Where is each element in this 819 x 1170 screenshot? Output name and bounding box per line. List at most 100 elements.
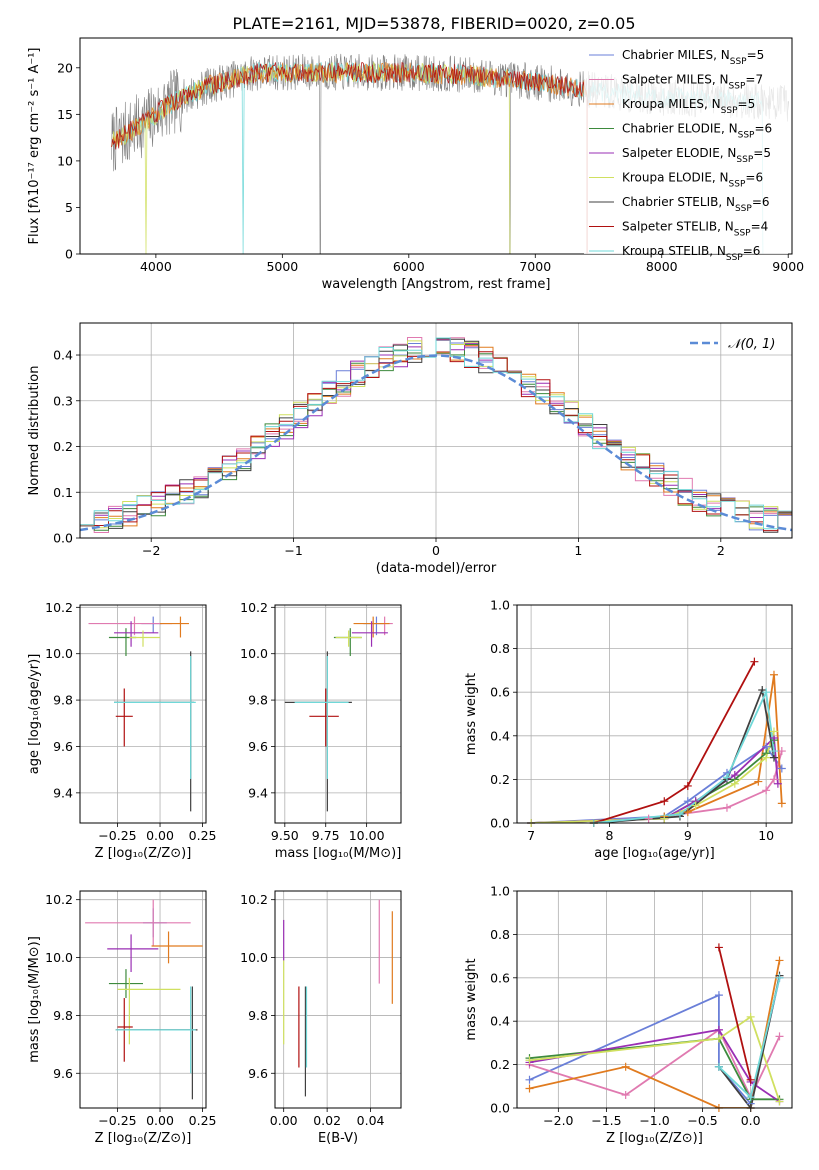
- x-axis-label: age [log₁₀(age/yr)]: [594, 846, 715, 861]
- y-tick-label: 9.8: [53, 1008, 73, 1023]
- x-tick-label: −1.0: [639, 1113, 669, 1128]
- y-axis-label: Flux [fλ10⁻¹⁷ erg cm⁻² s⁻¹ A⁻¹]: [27, 48, 42, 245]
- x-tick-label: 4000: [140, 259, 172, 274]
- errorbar-point: [114, 651, 195, 812]
- y-tick-label: 0.4: [53, 348, 73, 363]
- y-tick-label: 0.3: [53, 393, 73, 408]
- y-tick-label: 10.0: [45, 950, 73, 965]
- y-tick-label: 0.2: [490, 1057, 510, 1072]
- x-tick-label: 7: [527, 828, 535, 843]
- weight-marker: [750, 657, 759, 666]
- weight-marker: [683, 781, 692, 790]
- x-axis-label: (data-model)/error: [376, 561, 497, 576]
- x-tick-label: 9.50: [271, 828, 299, 843]
- weight-line: [529, 1037, 780, 1101]
- y-tick-label: 0.2: [53, 439, 73, 454]
- y-tick-label: 0.6: [490, 685, 510, 700]
- panel-ebv-mass: 0.00 0.02 0.04 9.6 9.8 10.0 10.2 E(B-V): [240, 890, 402, 1146]
- x-tick-label: 9000: [772, 259, 804, 274]
- x-tick-label: 5000: [266, 259, 298, 274]
- y-axis-label: Normed distribution: [27, 366, 42, 496]
- legend-box: [584, 42, 788, 254]
- x-tick-label: −0.25: [98, 828, 136, 843]
- x-tick-label: 9.75: [312, 828, 340, 843]
- y-axis-label: age [log₁₀(age/yr)]: [27, 654, 42, 775]
- panel-age-weight: 7 8 9 10 0.0 0.2 0.4 0.6 0.8 1.0 age [log₁₀(age/yr…: [464, 598, 793, 861]
- x-tick-label: 0.04: [357, 1113, 385, 1128]
- y-tick-label: 9.4: [248, 785, 268, 800]
- errorbar-point: [114, 656, 196, 779]
- x-tick-label: −2.0: [543, 1113, 573, 1128]
- y-tick-label: 10.2: [45, 600, 73, 615]
- plot-area: [80, 337, 792, 533]
- weight-marker: [730, 771, 739, 780]
- weight-marker: [730, 779, 739, 788]
- y-tick-label: 9.6: [53, 1066, 73, 1081]
- y-axis-label: mass weight: [464, 673, 479, 755]
- histogram-step: [80, 337, 792, 530]
- legend-subscript: SSP: [738, 131, 755, 141]
- weight-marker: [621, 1062, 630, 1071]
- errorbar-point: [129, 630, 161, 647]
- errorbar-point: [108, 969, 143, 999]
- x-tick-label: −0.25: [98, 1113, 136, 1128]
- x-tick-label: 2: [717, 543, 725, 558]
- weight-marker: [714, 1034, 723, 1043]
- x-tick-label: 0.00: [270, 1113, 298, 1128]
- legend-subscript: SSP: [734, 229, 751, 239]
- panel-mass-age: 9.50 9.75 10.00 9.4 9.6 9.8 10.0 10.2 mass [log₁…: [240, 600, 402, 861]
- x-axis-label: mass [log₁₀(M/M⊙)]: [275, 846, 402, 861]
- panel-z-weight: −2.0 −1.5 −1.0 −0.5 0.0 0.0 0.2 0.4 0.6 0.8 1.0 Z […: [464, 884, 793, 1146]
- y-axis-label: mass [log₁₀(M/M⊙)]: [27, 936, 42, 1063]
- axes-frame: [79, 890, 207, 1109]
- x-tick-label: 0.0: [741, 1113, 761, 1128]
- y-tick-label: 0.2: [490, 772, 510, 787]
- legend-suffix: =6: [743, 244, 761, 258]
- weight-marker: [777, 764, 786, 773]
- x-tick-label: −2: [142, 543, 160, 558]
- weight-marker: [746, 1012, 755, 1021]
- errorbar-point: [141, 616, 162, 633]
- x-tick-label: 9: [684, 828, 692, 843]
- y-tick-label: 0.6: [490, 970, 510, 985]
- x-axis-label: E(B-V): [318, 1131, 358, 1146]
- errorbar-point: [284, 651, 352, 812]
- legend-suffix: =5: [738, 97, 756, 111]
- x-axis-label: Z [log₁₀(Z/Z⊙)]: [95, 846, 192, 861]
- charts: 4000 5000 6000 7000 8000 900005101520waveleng…: [27, 37, 804, 1146]
- x-tick-label: −0.5: [687, 1113, 717, 1128]
- y-tick-label: 9.8: [248, 693, 268, 708]
- y-tick-label: 0.0: [490, 816, 510, 831]
- errorbar-point: [114, 621, 159, 647]
- x-tick-label: 6000: [393, 259, 425, 274]
- axes-frame: [79, 37, 793, 255]
- errorbar-point: [151, 931, 203, 964]
- y-tick-label: 10.2: [45, 892, 73, 907]
- weight-marker: [621, 1090, 630, 1099]
- panel-spectrum: 4000 5000 6000 7000 8000 9000 0 5 10 15 20 waveleng…: [27, 37, 804, 292]
- legend-subscript: SSP: [721, 106, 738, 116]
- y-tick-label: 0.1: [53, 485, 73, 500]
- weight-marker: [525, 1056, 534, 1065]
- weight-marker: [769, 727, 778, 736]
- x-tick-label: 8: [605, 828, 613, 843]
- weight-marker: [683, 808, 692, 817]
- x-tick-label: 0.00: [146, 1113, 174, 1128]
- axes-frame: [79, 322, 793, 539]
- plot-area: [283, 899, 393, 1097]
- legend-suffix: =6: [752, 195, 770, 209]
- y-tick-label: 9.6: [248, 739, 268, 754]
- legend-suffix: =5: [753, 146, 771, 160]
- weight-marker: [714, 1062, 723, 1071]
- errorbar-point: [115, 986, 196, 1074]
- weight-marker: [769, 747, 778, 756]
- legend-subscript: SSP: [735, 204, 752, 214]
- y-tick-label: 15: [57, 107, 73, 122]
- x-tick-label: 1: [574, 543, 582, 558]
- y-tick-label: 9.8: [248, 1008, 268, 1023]
- weight-marker: [777, 747, 786, 756]
- plot-area: [85, 899, 203, 1100]
- weight-marker: [762, 786, 771, 795]
- model-spectrum-line: [111, 61, 588, 254]
